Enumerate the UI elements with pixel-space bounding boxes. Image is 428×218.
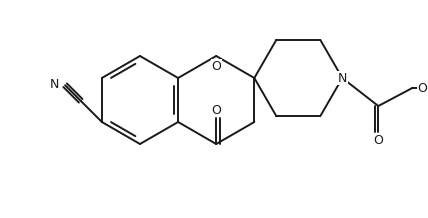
Text: O: O (417, 82, 427, 94)
Text: O: O (211, 104, 221, 116)
Text: O: O (373, 135, 383, 148)
Text: N: N (50, 78, 59, 91)
Text: N: N (338, 72, 347, 85)
Text: O: O (211, 60, 221, 73)
